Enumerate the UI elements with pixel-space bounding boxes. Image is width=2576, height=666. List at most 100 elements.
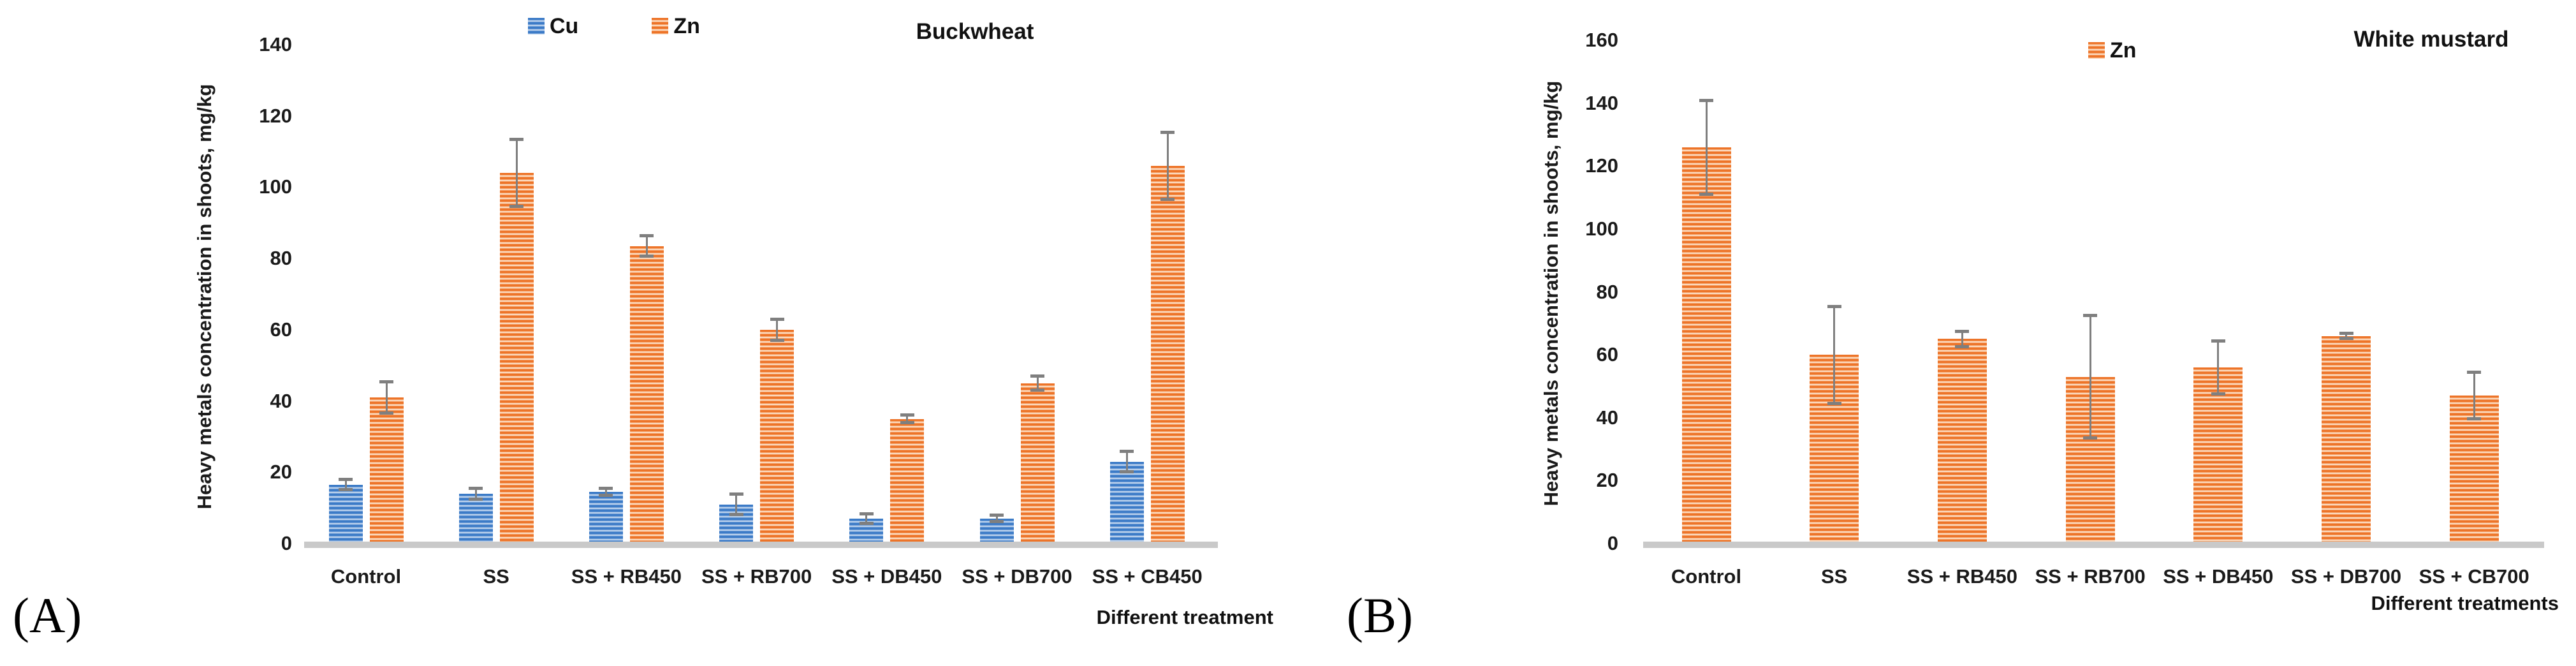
error-bar-line-cu-2 (604, 488, 607, 496)
category-label-A-5: SS + DB700 (962, 565, 1072, 588)
error-bar-cap-bottom-cu-1 (469, 497, 483, 501)
y-tick-label-B-100: 100 (1585, 217, 1618, 240)
error-bar-line-zn-0 (1705, 100, 1708, 195)
bar-zn-2 (629, 246, 664, 544)
y-tick-label-A-80: 80 (270, 247, 292, 270)
error-bar-cap-top-cu-6 (1120, 449, 1134, 453)
bar-zn-6 (1150, 165, 1185, 544)
bar-cu-0 (328, 484, 363, 544)
error-bar-line-cu-0 (344, 479, 347, 491)
category-label-B-6: SS + CB700 (2419, 565, 2529, 588)
y-tick-label-A-40: 40 (270, 389, 292, 412)
error-bar-cap-bottom-zn-6 (2467, 417, 2482, 421)
error-bar-line-cu-1 (474, 487, 477, 500)
y-tick-label-B-20: 20 (1596, 469, 1618, 492)
x-axis-baseline-B (1643, 542, 2544, 548)
error-bar-cap-top-zn-4 (900, 413, 914, 417)
legend-swatch-zn-b (2088, 42, 2105, 59)
category-label-A-2: SS + RB450 (571, 565, 682, 588)
bar-zn-2 (1937, 339, 1987, 544)
error-bar-cap-top-cu-3 (729, 492, 743, 496)
y-tick-label-B-60: 60 (1596, 343, 1618, 366)
category-label-A-4: SS + DB450 (831, 565, 942, 588)
category-label-B-5: SS + DB700 (2290, 565, 2402, 588)
error-bar-cap-top-cu-1 (469, 486, 483, 490)
y-tick-label-B-40: 40 (1596, 406, 1618, 429)
legend-panel-a: Cu Zn (528, 15, 700, 37)
error-bar-line-cu-3 (735, 493, 738, 515)
error-bar-cap-bottom-zn-3 (2083, 436, 2098, 440)
category-label-B-3: SS + RB700 (2035, 565, 2146, 588)
error-bar-cap-bottom-zn-2 (640, 255, 654, 258)
bar-zn-1 (499, 173, 534, 544)
error-bar-cap-bottom-cu-4 (859, 522, 874, 526)
category-label-A-1: SS (483, 565, 509, 588)
error-bar-cap-top-zn-6 (2467, 371, 2482, 374)
legend-swatch-cu (528, 18, 545, 34)
category-label-B-2: SS + RB450 (1906, 565, 2017, 588)
panel-a-corner-label: (A) (13, 588, 82, 643)
y-tick-label-A-120: 120 (259, 104, 292, 127)
error-bar-cap-bottom-zn-0 (379, 411, 393, 415)
legend-label-zn-b: Zn (2110, 38, 2137, 63)
error-bar-cap-bottom-cu-0 (339, 488, 353, 492)
error-bar-line-zn-6 (1166, 131, 1169, 200)
y-tick-label-A-0: 0 (281, 532, 292, 554)
error-bar-cap-top-cu-0 (339, 478, 353, 482)
y-tick-label-A-20: 20 (270, 461, 292, 484)
category-label-A-6: SS + CB450 (1092, 565, 1203, 588)
legend-label-cu: Cu (550, 14, 579, 38)
legend-label-zn-a: Zn (673, 14, 700, 38)
error-bar-cap-bottom-zn-2 (1955, 344, 1970, 348)
error-bar-cap-bottom-zn-5 (2339, 337, 2353, 341)
error-bar-cap-top-zn-2 (640, 233, 654, 237)
error-bar-line-zn-1 (515, 139, 518, 207)
error-bar-cap-bottom-zn-5 (1030, 388, 1044, 392)
category-label-B-0: Control (1671, 565, 1742, 588)
bar-zn-5 (1020, 383, 1055, 544)
error-bar-cap-top-zn-5 (2339, 331, 2353, 335)
error-bar-cap-bottom-cu-2 (599, 493, 613, 497)
bar-zn-5 (2322, 336, 2371, 544)
error-bar-line-zn-5 (1036, 376, 1039, 390)
error-bar-line-zn-0 (385, 381, 388, 414)
x-axis-baseline-A (304, 542, 1218, 548)
error-bar-cap-top-zn-0 (1699, 98, 1713, 102)
category-label-A-3: SS + RB700 (701, 565, 812, 588)
bar-zn-0 (369, 397, 404, 544)
error-bar-cap-bottom-zn-1 (509, 205, 524, 209)
category-label-B-1: SS (1821, 565, 1848, 588)
y-tick-label-A-60: 60 (270, 318, 292, 341)
error-bar-cap-bottom-zn-0 (1699, 192, 1713, 196)
error-bar-cap-bottom-zn-1 (1827, 401, 1841, 405)
error-bar-cap-top-zn-0 (379, 380, 393, 383)
panel-b-corner-label: (B) (1347, 588, 1413, 643)
y-tick-label-A-100: 100 (259, 175, 292, 198)
error-bar-cap-top-zn-4 (2211, 339, 2225, 343)
bar-zn-3 (760, 329, 794, 544)
error-bar-line-cu-4 (865, 513, 868, 524)
error-bar-line-zn-1 (1833, 306, 1836, 404)
error-bar-cap-bottom-zn-4 (900, 421, 914, 425)
error-bar-cap-top-zn-2 (1955, 330, 1970, 334)
error-bar-line-zn-3 (2089, 315, 2091, 438)
error-bar-line-cu-5 (995, 515, 998, 522)
error-bar-cap-top-cu-4 (859, 512, 874, 515)
y-tick-label-B-80: 80 (1596, 280, 1618, 303)
error-bar-cap-top-zn-1 (1827, 304, 1841, 308)
error-bar-line-zn-4 (906, 414, 909, 424)
bar-zn-4 (2193, 367, 2243, 544)
error-bar-cap-top-cu-2 (599, 487, 613, 491)
error-bar-line-zn-2 (645, 235, 648, 257)
error-bar-cap-top-cu-5 (990, 514, 1004, 517)
error-bar-cap-top-zn-6 (1160, 130, 1175, 134)
error-bar-line-zn-4 (2217, 340, 2220, 394)
y-tick-label-B-160: 160 (1585, 29, 1618, 51)
y-tick-label-B-0: 0 (1607, 532, 1618, 554)
error-bar-cap-top-zn-1 (509, 138, 524, 142)
bar-cu-6 (1109, 461, 1144, 544)
error-bar-cap-bottom-cu-6 (1120, 470, 1134, 474)
category-label-A-0: Control (330, 565, 402, 588)
bar-cu-2 (589, 492, 623, 544)
panel-b-x-axis-label: Different treatments (2371, 592, 2559, 614)
